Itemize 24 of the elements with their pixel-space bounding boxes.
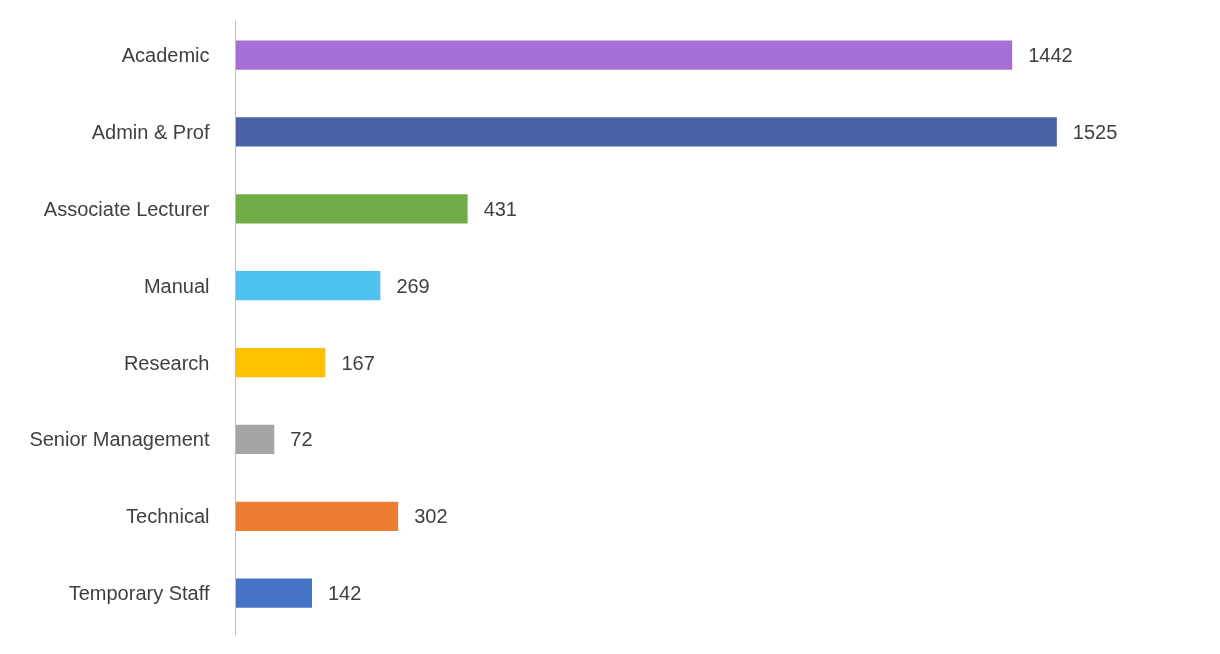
data-label: 1442	[1028, 44, 1073, 67]
y-tick-label: Research	[123, 351, 210, 374]
bar	[235, 424, 275, 455]
data-label: 302	[414, 505, 448, 528]
bar	[235, 578, 312, 608]
data-label: 72	[290, 428, 313, 451]
data-label: 431	[483, 197, 518, 220]
y-tick-label: Academic	[121, 44, 210, 67]
y-tick-label: Associate Lecturer	[43, 197, 210, 220]
bar	[235, 40, 1013, 70]
bar	[235, 194, 468, 224]
data-label: 269	[396, 274, 430, 297]
y-tick-label: Technical	[126, 505, 210, 528]
data-label: 167	[341, 351, 375, 374]
y-tick-label: Admin & Prof	[91, 120, 210, 143]
bar	[235, 347, 326, 378]
data-label: 1525	[1072, 120, 1118, 143]
y-tick-label: Manual	[143, 274, 210, 297]
bar	[235, 271, 381, 301]
bar	[235, 501, 399, 531]
y-tick-label: Senior Management	[29, 428, 210, 451]
y-tick-label: Temporary Staff	[68, 582, 210, 605]
data-label: 142	[327, 582, 362, 605]
bar	[235, 117, 1057, 147]
